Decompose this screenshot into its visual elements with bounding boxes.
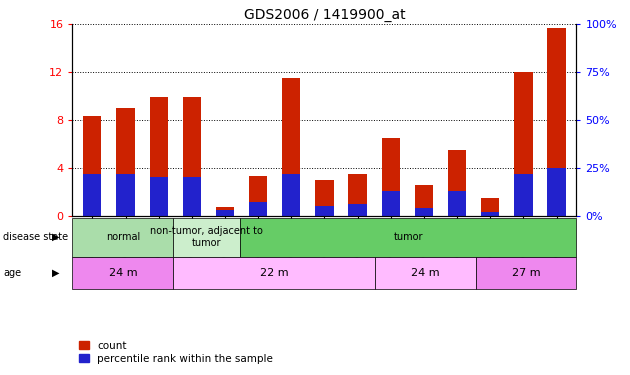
Bar [476, 257, 576, 289]
Bar [547, 28, 566, 216]
Bar [348, 204, 367, 216]
Bar [117, 174, 135, 216]
Text: tumor: tumor [394, 232, 423, 242]
Bar [183, 97, 201, 216]
Bar [382, 138, 400, 216]
Bar [282, 174, 301, 216]
Bar [249, 202, 267, 216]
Bar [348, 174, 367, 216]
Title: GDS2006 / 1419900_at: GDS2006 / 1419900_at [244, 8, 405, 22]
Text: normal: normal [106, 232, 140, 242]
Bar [514, 72, 532, 216]
Bar [547, 168, 566, 216]
Text: 24 m: 24 m [108, 268, 137, 278]
Bar [481, 212, 500, 216]
Bar [216, 210, 234, 216]
Text: ▶: ▶ [52, 232, 60, 242]
Bar [173, 257, 375, 289]
Bar [149, 177, 168, 216]
Bar [72, 217, 173, 257]
Bar [448, 191, 466, 216]
Bar [316, 206, 333, 216]
Bar [375, 257, 476, 289]
Bar [149, 97, 168, 216]
Bar [216, 207, 234, 216]
Bar [282, 78, 301, 216]
Bar [316, 180, 333, 216]
Bar [249, 176, 267, 216]
Bar [448, 150, 466, 216]
Text: ▶: ▶ [52, 268, 60, 278]
Text: 22 m: 22 m [260, 268, 289, 278]
Bar [382, 191, 400, 216]
Text: disease state: disease state [3, 232, 68, 242]
Bar [83, 174, 101, 216]
Bar [117, 108, 135, 216]
Bar [183, 177, 201, 216]
Text: 24 m: 24 m [411, 268, 440, 278]
Bar [72, 257, 173, 289]
Bar [481, 198, 500, 216]
Bar [415, 208, 433, 216]
Bar [83, 116, 101, 216]
Bar [241, 217, 576, 257]
Bar [514, 174, 532, 216]
Text: non-tumor, adjacent to
tumor: non-tumor, adjacent to tumor [151, 226, 263, 248]
Bar [415, 184, 433, 216]
Text: age: age [3, 268, 21, 278]
Text: 27 m: 27 m [512, 268, 541, 278]
Bar [173, 217, 241, 257]
Legend: count, percentile rank within the sample: count, percentile rank within the sample [74, 336, 277, 368]
